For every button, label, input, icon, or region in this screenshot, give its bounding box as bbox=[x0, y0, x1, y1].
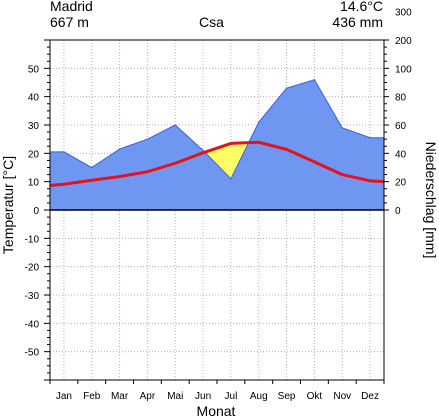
y2-tick-label: 100 bbox=[395, 64, 412, 75]
temperature-point bbox=[229, 142, 233, 145]
x-tick-label: Mar bbox=[111, 391, 129, 402]
x-axis-label: Monat bbox=[197, 403, 236, 418]
precipitation-point bbox=[313, 79, 316, 81]
x-tick-label: Jul bbox=[225, 391, 238, 402]
y-tick-label: -40 bbox=[25, 319, 40, 330]
precipitation-point bbox=[230, 178, 232, 180]
annual-precipitation: 436 mm bbox=[332, 14, 383, 30]
precipitation-area bbox=[50, 79, 384, 211]
precipitation-point bbox=[369, 137, 371, 139]
y2-axis-label: Niederschlag [mm] bbox=[423, 142, 439, 259]
axes: 50403020100-10-20-30-40-5090080070060050… bbox=[25, 8, 413, 402]
x-tick-label: Sep bbox=[278, 391, 296, 402]
x-tick-label: Okt bbox=[307, 391, 323, 402]
temperature-point bbox=[313, 160, 316, 164]
y-tick-label: 0 bbox=[33, 206, 39, 217]
precipitation-point bbox=[174, 124, 176, 126]
temperature-point bbox=[285, 147, 288, 151]
precipitation-point bbox=[146, 138, 149, 140]
x-tick-label: Feb bbox=[83, 391, 101, 402]
station-name: Madrid bbox=[50, 0, 93, 14]
temperature-point bbox=[62, 182, 66, 186]
y-tick-label: 50 bbox=[28, 64, 40, 75]
x-tick-label: Jan bbox=[56, 391, 72, 402]
x-tick-label: Aug bbox=[250, 391, 268, 402]
y-tick-label: 40 bbox=[28, 93, 40, 104]
temperature-point bbox=[146, 170, 149, 174]
climate-class: Csa bbox=[199, 14, 224, 30]
y-tick-label: -30 bbox=[25, 291, 40, 302]
precipitation-point bbox=[202, 149, 204, 152]
temperature-point bbox=[173, 161, 177, 165]
y2-tick-label: 20 bbox=[395, 178, 407, 189]
temperature-point bbox=[201, 151, 205, 155]
y-tick-label: 30 bbox=[28, 121, 40, 132]
dry-season-area bbox=[204, 143, 231, 179]
temperature-point bbox=[118, 175, 121, 178]
y-axis-label: Temperatur [°C] bbox=[0, 156, 16, 254]
precipitation-point bbox=[91, 166, 93, 169]
y-tick-label: -10 bbox=[25, 234, 40, 245]
y2-tick-label: 40 bbox=[395, 149, 407, 160]
temperature-line bbox=[49, 140, 385, 187]
precipitation-point bbox=[63, 151, 65, 153]
x-tick-label: Nov bbox=[333, 391, 351, 402]
y-tick-label: -50 bbox=[25, 348, 40, 359]
y2-tick-label: 200 bbox=[395, 36, 412, 47]
y-tick-label: -20 bbox=[25, 263, 40, 274]
mean-temperature: 14.6°C bbox=[340, 0, 383, 14]
y-tick-label: 10 bbox=[28, 178, 40, 189]
y2-tick-label: 0 bbox=[395, 206, 401, 217]
precipitation-point bbox=[285, 87, 288, 89]
temperature-point bbox=[257, 140, 261, 144]
y2-tick-label: 80 bbox=[395, 93, 407, 104]
x-tick-label: Mai bbox=[167, 391, 183, 402]
temperature-point bbox=[340, 173, 344, 176]
precipitation-line bbox=[50, 79, 384, 180]
temperature-point bbox=[368, 179, 372, 183]
x-tick-label: Jun bbox=[195, 391, 211, 402]
temperature-point bbox=[90, 178, 94, 182]
precipitation-point bbox=[341, 127, 343, 129]
y2-tick-label: 300 bbox=[395, 8, 412, 19]
precipitation-point bbox=[118, 148, 121, 150]
x-tick-label: Dez bbox=[361, 391, 379, 402]
data-lines bbox=[49, 79, 385, 187]
x-tick-label: Apr bbox=[140, 391, 156, 402]
y2-tick-label: 60 bbox=[395, 121, 407, 132]
y-tick-label: 20 bbox=[28, 149, 40, 160]
precipitation-point bbox=[258, 121, 260, 123]
station-elevation: 667 m bbox=[50, 14, 89, 30]
